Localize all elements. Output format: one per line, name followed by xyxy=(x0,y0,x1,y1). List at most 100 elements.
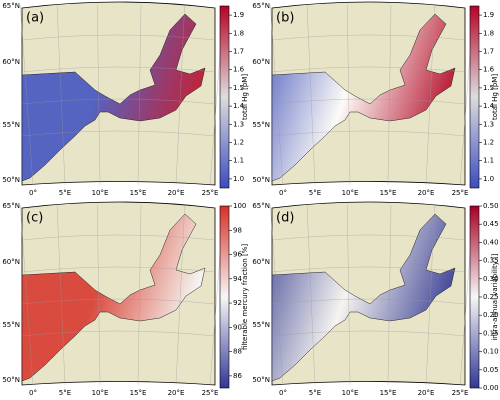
colorbar-tick-label: 0.20 xyxy=(483,311,499,319)
colorbar-tick-label: 1.1 xyxy=(483,157,494,165)
lon-label: 5°E xyxy=(59,389,71,397)
colorbar-tick-label: 0.25 xyxy=(483,293,499,301)
graticule xyxy=(306,4,316,186)
colorbar-tick-label: 0.15 xyxy=(483,329,499,337)
colorbar-tick-label: 0.50 xyxy=(483,202,499,210)
colorbar-tick-label: 1.0 xyxy=(233,175,244,183)
graticule xyxy=(21,266,216,273)
map-panel: (d) 65°N 60°N 55°N 50°N 0° 5°E 10°E 15°E 20°E 25°E… xyxy=(252,201,499,397)
graticule xyxy=(21,98,216,105)
colorbar-tick-label: 1.5 xyxy=(233,84,244,92)
graticule xyxy=(347,4,351,186)
lon-label: 5°E xyxy=(59,189,71,197)
lon-label: 0° xyxy=(29,389,37,397)
colorbar xyxy=(219,205,230,389)
lon-label: 10°E xyxy=(342,389,359,397)
colorbar-tick-label: 90 xyxy=(233,323,242,331)
graticule xyxy=(175,204,185,386)
lon-label: 10°E xyxy=(342,189,359,197)
lat-label: 50°N xyxy=(252,376,270,384)
colorbar-tick-label: 1.3 xyxy=(483,120,494,128)
graticule xyxy=(137,204,142,386)
lon-label: 10°E xyxy=(92,189,109,197)
lat-label: 65°N xyxy=(252,2,270,10)
graticule xyxy=(21,130,216,137)
graticule xyxy=(387,204,392,386)
lat-label: 55°N xyxy=(2,121,20,129)
colorbar-tick-label: 1.5 xyxy=(483,84,494,92)
colorbar-tick-label: 0.40 xyxy=(483,238,499,246)
lon-label: 25°E xyxy=(202,189,219,197)
lat-label: 60°N xyxy=(2,58,20,66)
graticule xyxy=(387,4,392,186)
graticule xyxy=(137,4,142,186)
lon-label: 15°E xyxy=(380,389,397,397)
graticule xyxy=(175,4,185,186)
lat-label: 50°N xyxy=(2,376,20,384)
graticule xyxy=(271,130,466,137)
graticule xyxy=(21,66,216,73)
colorbar-tick-label: 92 xyxy=(233,299,242,307)
colorbar-tick-label: 1.0 xyxy=(483,175,494,183)
colorbar-tick-label: 98 xyxy=(233,226,242,234)
lon-label: 25°E xyxy=(202,389,219,397)
graticule xyxy=(271,34,466,41)
sea-field xyxy=(21,13,206,182)
lon-label: 5°E xyxy=(309,189,321,197)
lon-label: 20°E xyxy=(418,189,435,197)
lat-label: 65°N xyxy=(252,202,270,210)
colorbar-tick-label: 1.1 xyxy=(233,157,244,165)
colorbar-tick-label: 96 xyxy=(233,251,242,259)
lat-label: 60°N xyxy=(252,258,270,266)
graticule xyxy=(21,298,216,305)
colorbar-tick-label: 1.2 xyxy=(233,139,244,147)
panel-label: (d) xyxy=(276,211,294,226)
colorbar-tick-label: 0.05 xyxy=(483,366,499,374)
lon-label: 25°E xyxy=(452,389,469,397)
panel-label: (a) xyxy=(26,11,44,26)
sea-field xyxy=(271,213,456,382)
panel-label: (b) xyxy=(276,11,294,26)
graticule xyxy=(56,204,66,386)
colorbar-tick-label: 88 xyxy=(233,348,242,356)
graticule xyxy=(270,204,284,386)
map-panel: (c) 65°N 60°N 55°N 50°N 0° 5°E 10°E 15°E 20°E 25°E… xyxy=(2,201,249,397)
graticule xyxy=(425,204,435,386)
colorbar-tick-label: 0.35 xyxy=(483,257,499,265)
lat-label: 60°N xyxy=(2,258,20,266)
colorbar-tick-label: 1.4 xyxy=(233,102,245,110)
graticule xyxy=(271,234,466,241)
lat-label: 55°N xyxy=(252,121,270,129)
colorbar-label: total Hg [pM] xyxy=(491,74,499,120)
colorbar-tick-label: 0.45 xyxy=(483,220,499,228)
graticule xyxy=(21,234,216,241)
colorbar-tick-label: 0.10 xyxy=(483,348,499,356)
graticule xyxy=(56,4,66,186)
map-panel: (a) 65°N 60°N 55°N 50°N 0° 5°E 10°E 15°E 20°E 25°E… xyxy=(2,1,249,197)
colorbar-tick-label: 0.30 xyxy=(483,275,499,283)
graticule xyxy=(271,266,466,273)
lat-label: 55°N xyxy=(2,321,20,329)
graticule xyxy=(21,34,216,41)
colorbar-tick-label: 1.7 xyxy=(233,48,244,56)
graticule xyxy=(306,204,316,386)
colorbar-tick-label: 1.3 xyxy=(233,120,244,128)
lon-label: 15°E xyxy=(130,389,147,397)
colorbar-tick-label: 1.8 xyxy=(483,29,494,37)
colorbar-tick-label: 1.9 xyxy=(233,11,244,19)
sea-field xyxy=(21,213,206,382)
lon-label: 20°E xyxy=(418,389,435,397)
graticule xyxy=(270,4,284,186)
colorbar xyxy=(469,5,480,189)
graticule xyxy=(271,330,466,337)
lon-label: 0° xyxy=(29,189,37,197)
graticule xyxy=(21,330,216,337)
colorbar-label: intra-annual variability [] xyxy=(491,253,499,341)
map-panel: (b) 65°N 60°N 55°N 50°N 0° 5°E 10°E 15°E 20°E 25°E… xyxy=(252,1,499,197)
colorbar-tick-label: 1.7 xyxy=(483,48,494,56)
lon-label: 15°E xyxy=(130,189,147,197)
colorbar-tick-label: 0.00 xyxy=(483,384,499,392)
sea-field xyxy=(271,13,456,182)
graticule xyxy=(271,98,466,105)
